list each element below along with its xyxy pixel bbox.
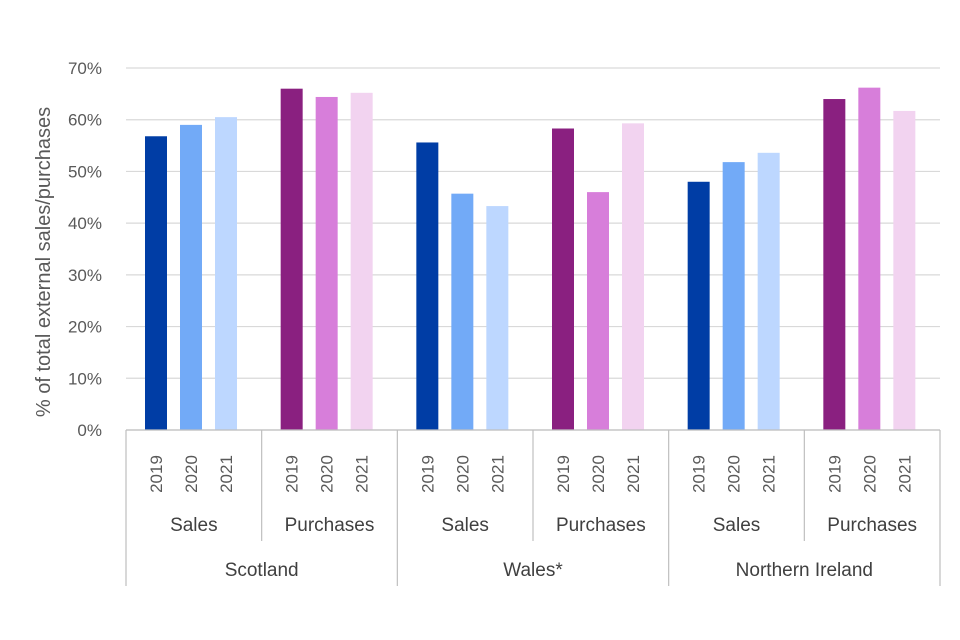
bar-northern-ireland-sales-2020 [722,162,745,430]
bar-scotland-sales-2021 [215,117,237,430]
x-axis: 2019 2020 2021 Sales 2019 2020 2021 Purchases Sc… [125,429,941,586]
group-label-sales: Sales [713,515,761,536]
region-label: Scotland [225,560,299,581]
bar-scotland-purchases-2019 [280,88,303,430]
y-tick-label: 40% [68,214,102,233]
bar-wales--sales-2020 [451,193,474,430]
group-label-purchases: Purchases [285,515,375,536]
x-year-label: 2020 [453,455,472,493]
bar-scotland-sales-2020 [180,124,202,430]
bar-wales--purchases-2021 [622,123,644,430]
x-year-label: 2021 [895,455,914,493]
bar-wales--purchases-2020 [587,192,609,430]
x-year-label: 2019 [147,455,166,493]
group-label-sales: Sales [170,515,218,536]
bar-northern-ireland-purchases-2020 [858,87,881,430]
bar-scotland-sales-2019 [145,136,167,430]
x-year-label: 2019 [283,455,302,493]
y-tick-label: 0% [77,421,102,440]
x-year-label: 2019 [554,455,573,493]
region-label: Wales* [503,560,563,581]
y-tick-label: 60% [68,111,102,130]
group-label-purchases: Purchases [827,515,917,536]
bar-northern-ireland-purchases-2021 [893,110,916,431]
y-axis-ticks: 0% 10% 20% 30% 40% 50% 60% 70% [68,59,102,440]
bar-northern-ireland-sales-2019 [687,181,710,430]
y-tick-label: 10% [68,369,102,388]
x-year-label: 2020 [860,455,879,493]
x-year-label: 2020 [318,455,337,493]
gridlines [126,67,940,431]
y-tick-label: 30% [68,266,102,285]
bar-northern-ireland-sales-2021 [757,152,780,430]
bars [145,87,916,431]
x-year-label: 2021 [488,455,507,493]
x-year-label: 2020 [725,455,744,493]
bar-scotland-purchases-2020 [315,96,338,431]
x-year-label: 2020 [589,455,608,493]
y-tick-label: 70% [68,59,102,78]
group-label-purchases: Purchases [556,515,646,536]
bar-scotland-purchases-2021 [350,92,373,430]
x-year-label: 2019 [690,455,709,493]
bar-northern-ireland-purchases-2019 [823,99,846,431]
x-year-label: 2019 [825,455,844,493]
region-label: Northern Ireland [736,560,873,581]
x-year-label: 2021 [760,455,779,493]
x-year-label: 2019 [418,455,437,493]
bar-wales--sales-2019 [416,142,439,430]
x-year-label: 2021 [624,455,643,493]
y-tick-label: 20% [68,318,102,337]
x-year-label: 2020 [182,455,201,493]
bar-wales--purchases-2019 [552,128,574,430]
y-axis-label: % of total external sales/purchases [33,107,55,417]
group-label-sales: Sales [441,515,489,536]
y-tick-label: 50% [68,162,102,181]
x-year-label: 2021 [217,455,236,493]
bar-wales--sales-2021 [486,206,509,430]
x-year-label: 2021 [353,455,372,493]
